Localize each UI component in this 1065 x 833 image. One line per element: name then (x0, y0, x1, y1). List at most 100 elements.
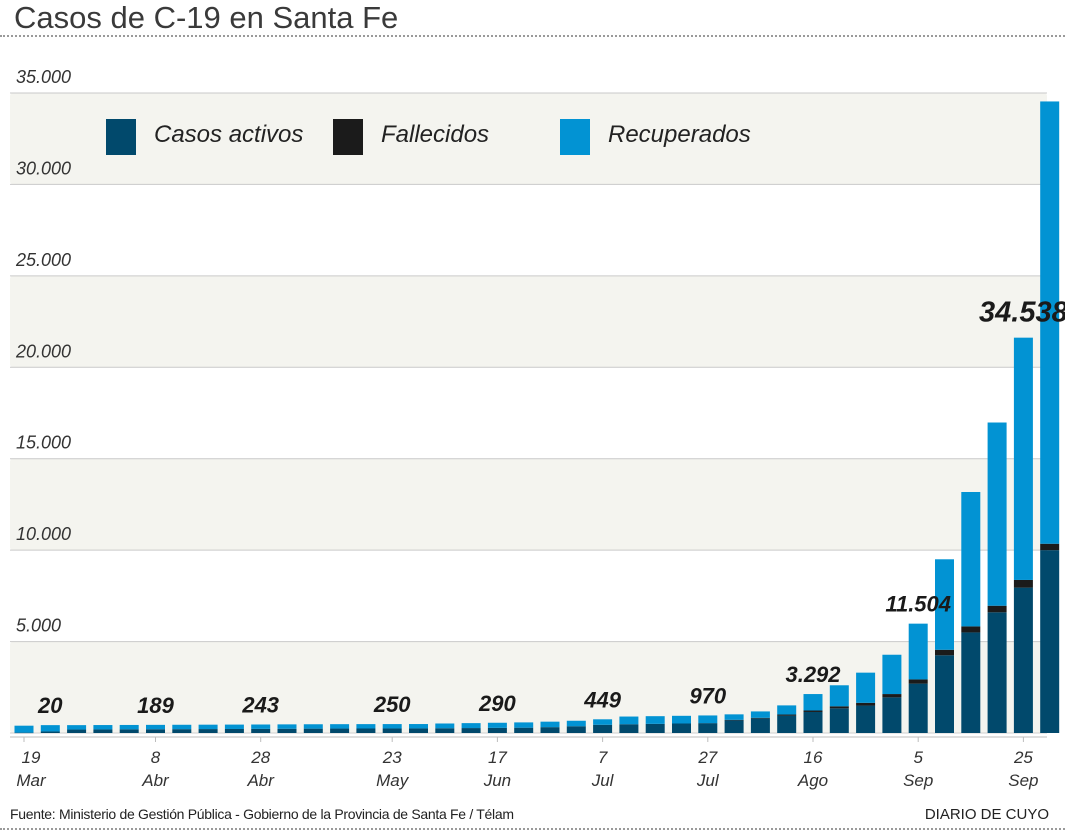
bar-segment-fallecidos (987, 605, 1007, 613)
bar-segment-recuperados (330, 724, 350, 729)
bar-segment-recuperados (856, 672, 876, 703)
data-label: 290 (478, 691, 516, 716)
bar-segment-recuperados (146, 724, 165, 730)
data-label: 970 (689, 683, 726, 708)
bottom-divider (0, 828, 1065, 830)
y-tick-label: 15.000 (16, 433, 71, 453)
bar-segment-recuperados (540, 721, 560, 728)
bar-segment-activos (514, 727, 534, 733)
x-tick-month: Sep (1008, 771, 1038, 790)
bar-segment-recuperados (40, 725, 60, 732)
bar-segment-recuperados (829, 685, 849, 707)
bar-segment-activos (803, 711, 823, 733)
bar-segment-activos (14, 732, 34, 734)
data-label: 20 (37, 693, 63, 718)
y-tick-label: 10.000 (16, 524, 71, 544)
bar-segment-recuperados (645, 716, 665, 724)
x-tick-month: Jul (696, 771, 720, 790)
bar-segment-recuperados (987, 422, 1007, 606)
bar-segment-recuperados (566, 720, 586, 727)
bar-segment-activos (40, 731, 60, 733)
bar-segment-activos (224, 728, 244, 733)
legend-label-activos: Casos activos (154, 121, 303, 148)
bar-segment-activos (961, 632, 981, 733)
bar-segment-recuperados (172, 724, 192, 730)
source-note: Fuente: Ministerio de Gestión Pública - … (10, 806, 514, 822)
bar-segment-recuperados (882, 654, 902, 695)
data-label: 3.292 (785, 662, 841, 687)
data-label: 34.538 (979, 297, 1065, 329)
data-label: 449 (583, 687, 621, 712)
y-tick-label: 5.000 (16, 616, 61, 636)
background-band (10, 458, 1047, 551)
bar-segment-activos (935, 655, 954, 733)
x-tick-day: 5 (913, 748, 923, 767)
bar-segment-activos (724, 720, 744, 733)
bar-segment-recuperados (67, 725, 87, 730)
x-tick-day: 16 (804, 748, 823, 767)
x-tick-day: 17 (488, 748, 507, 767)
bar-segment-recuperados (435, 723, 455, 729)
bar-segment-fallecidos (1040, 543, 1060, 551)
data-label: 189 (137, 693, 174, 718)
x-tick-month: Jul (591, 771, 615, 790)
bar-segment-activos (645, 723, 665, 733)
x-tick-day: 19 (22, 748, 41, 767)
bar-segment-activos (119, 729, 139, 733)
legend-swatch-activos (106, 119, 136, 155)
bar-segment-activos (277, 728, 297, 733)
bar-segment-fallecidos (961, 626, 981, 633)
bar-segment-recuperados (382, 724, 402, 729)
bar-segment-recuperados (224, 724, 244, 729)
legend-label-fallecidos: Fallecidos (381, 121, 489, 148)
bar-segment-recuperados (672, 715, 691, 724)
bar-segment-activos (882, 697, 902, 733)
x-tick-day: 7 (598, 748, 608, 767)
bar-segment-activos (146, 729, 165, 733)
bar-segment-recuperados (908, 623, 928, 680)
bar-segment-fallecidos (777, 714, 797, 716)
x-tick-day: 23 (382, 748, 402, 767)
background-band (10, 93, 1047, 185)
y-tick-label: 25.000 (15, 250, 71, 270)
x-tick-day: 8 (151, 748, 161, 767)
bar-segment-fallecidos (1013, 579, 1033, 588)
bar-segment-recuperados (119, 724, 139, 730)
bar-segment-recuperados (198, 724, 218, 730)
bar-segment-activos (198, 729, 218, 733)
bar-segment-recuperados (303, 724, 323, 729)
bar-segment-fallecidos (908, 679, 928, 684)
bar-segment-recuperados (698, 715, 718, 724)
data-label: 250 (373, 692, 411, 717)
bar-segment-recuperados (1013, 337, 1033, 580)
y-tick-label: 20.000 (15, 341, 71, 361)
bar-segment-recuperados (514, 722, 534, 728)
bar-segment-recuperados (935, 559, 954, 650)
bar-segment-recuperados (593, 719, 613, 725)
bar-segment-activos (1013, 587, 1033, 733)
y-tick-label: 30.000 (16, 158, 71, 178)
bar-segment-activos (172, 729, 192, 733)
bar-segment-recuperados (356, 724, 376, 729)
bar-segment-activos (1040, 550, 1060, 733)
bar-segment-recuperados (777, 705, 797, 715)
bar-segment-activos (409, 728, 428, 733)
bar-segment-activos (750, 718, 770, 733)
bar-segment-activos (829, 708, 849, 733)
bar-segment-activos (593, 724, 613, 733)
x-tick-month: Sep (903, 771, 933, 790)
bar-segment-recuperados (724, 714, 744, 720)
bar-segment-recuperados (14, 725, 34, 733)
bar-segment-activos (330, 728, 350, 733)
bar-segment-recuperados (409, 724, 428, 729)
x-tick-month: Abr (246, 771, 275, 790)
x-tick-day: 28 (250, 748, 270, 767)
bar-segment-fallecidos (856, 702, 876, 706)
bar-segment-recuperados (1040, 101, 1060, 544)
bar-segment-activos (303, 728, 323, 733)
bar-segment-fallecidos (750, 717, 770, 719)
bar-segment-fallecidos (882, 694, 902, 698)
background-band (10, 275, 1047, 368)
bar-segment-recuperados (619, 716, 639, 725)
legend-swatch-recuperados (560, 119, 590, 155)
